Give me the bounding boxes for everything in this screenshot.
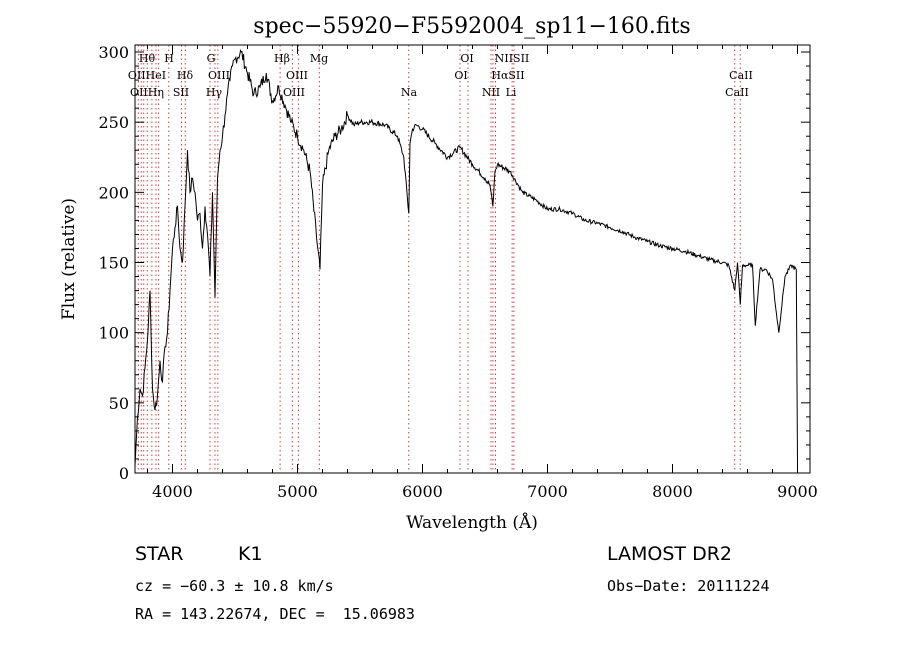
spectral-line-label: OIII bbox=[286, 69, 308, 82]
spectral-line-label: HαSII bbox=[491, 69, 524, 82]
y-tick-label: 0 bbox=[119, 464, 129, 483]
x-tick-label: 5000 bbox=[277, 482, 318, 501]
observation-date: Obs−Date: 20111224 bbox=[607, 577, 770, 595]
y-tick-label: 300 bbox=[98, 43, 129, 62]
spectral-line-label: Hγ bbox=[206, 86, 223, 99]
spectral-line-label: G bbox=[207, 52, 216, 65]
spectral-line-label: OIIHeI bbox=[128, 69, 166, 82]
y-tick-label: 200 bbox=[98, 183, 129, 202]
spectral-line-label: Hθ bbox=[139, 52, 156, 65]
spectral-line-label: SII bbox=[173, 86, 189, 99]
x-tick-label: 4000 bbox=[152, 482, 193, 501]
spectral-line-label: OIII bbox=[283, 86, 305, 99]
spectral-line-label: OI bbox=[454, 69, 467, 82]
spectral-line-label: Mg bbox=[310, 52, 328, 65]
x-tick-label: 6000 bbox=[402, 482, 443, 501]
object-type: STAR bbox=[135, 543, 184, 565]
y-tick-label: 100 bbox=[98, 324, 129, 343]
spectral-line-label: CaII bbox=[725, 86, 749, 99]
spectral-line-label: H bbox=[164, 52, 174, 65]
y-axis-label: Flux (relative) bbox=[59, 198, 79, 320]
spectral-line-label: OI bbox=[460, 52, 473, 65]
spectral-line-markers bbox=[137, 45, 741, 473]
x-axis-label: Wavelength (Å) bbox=[406, 512, 538, 533]
object-subclass: K1 bbox=[238, 543, 263, 565]
x-tick-label: 7000 bbox=[527, 482, 568, 501]
x-tick-label: 8000 bbox=[652, 482, 693, 501]
spectral-line-label: Hβ bbox=[274, 52, 290, 65]
x-tick-label: 9000 bbox=[777, 482, 818, 501]
spectral-line-label: Na bbox=[401, 86, 418, 99]
y-tick-label: 50 bbox=[109, 394, 129, 413]
spectral-line-label: Hδ bbox=[177, 69, 194, 82]
spectral-line-label: CaII bbox=[729, 69, 753, 82]
spectral-line-label: OIII bbox=[208, 69, 230, 82]
spectrum-line bbox=[134, 48, 798, 467]
survey-name: LAMOST DR2 bbox=[607, 543, 732, 565]
spectral-line-label: Li bbox=[506, 86, 517, 99]
x-axis: 4000 5000 6000 7000 8000 9000 bbox=[147, 45, 818, 501]
spectral-line-label: NIISII bbox=[495, 52, 530, 65]
y-tick-label: 250 bbox=[98, 113, 129, 132]
y-tick-label: 150 bbox=[98, 254, 129, 273]
y-axis: 0 50 100 150 200 250 300 bbox=[98, 43, 810, 483]
chart-title: spec−55920−F5592004_sp11−160.fits bbox=[253, 14, 690, 39]
spectral-line-label: NII bbox=[482, 86, 500, 99]
redshift-cz: cz = −60.3 ± 10.8 km/s bbox=[135, 577, 334, 595]
spectral-line-label: OIIHη bbox=[130, 86, 164, 99]
coordinates: RA = 143.22674, DEC = 15.06983 bbox=[135, 605, 415, 623]
